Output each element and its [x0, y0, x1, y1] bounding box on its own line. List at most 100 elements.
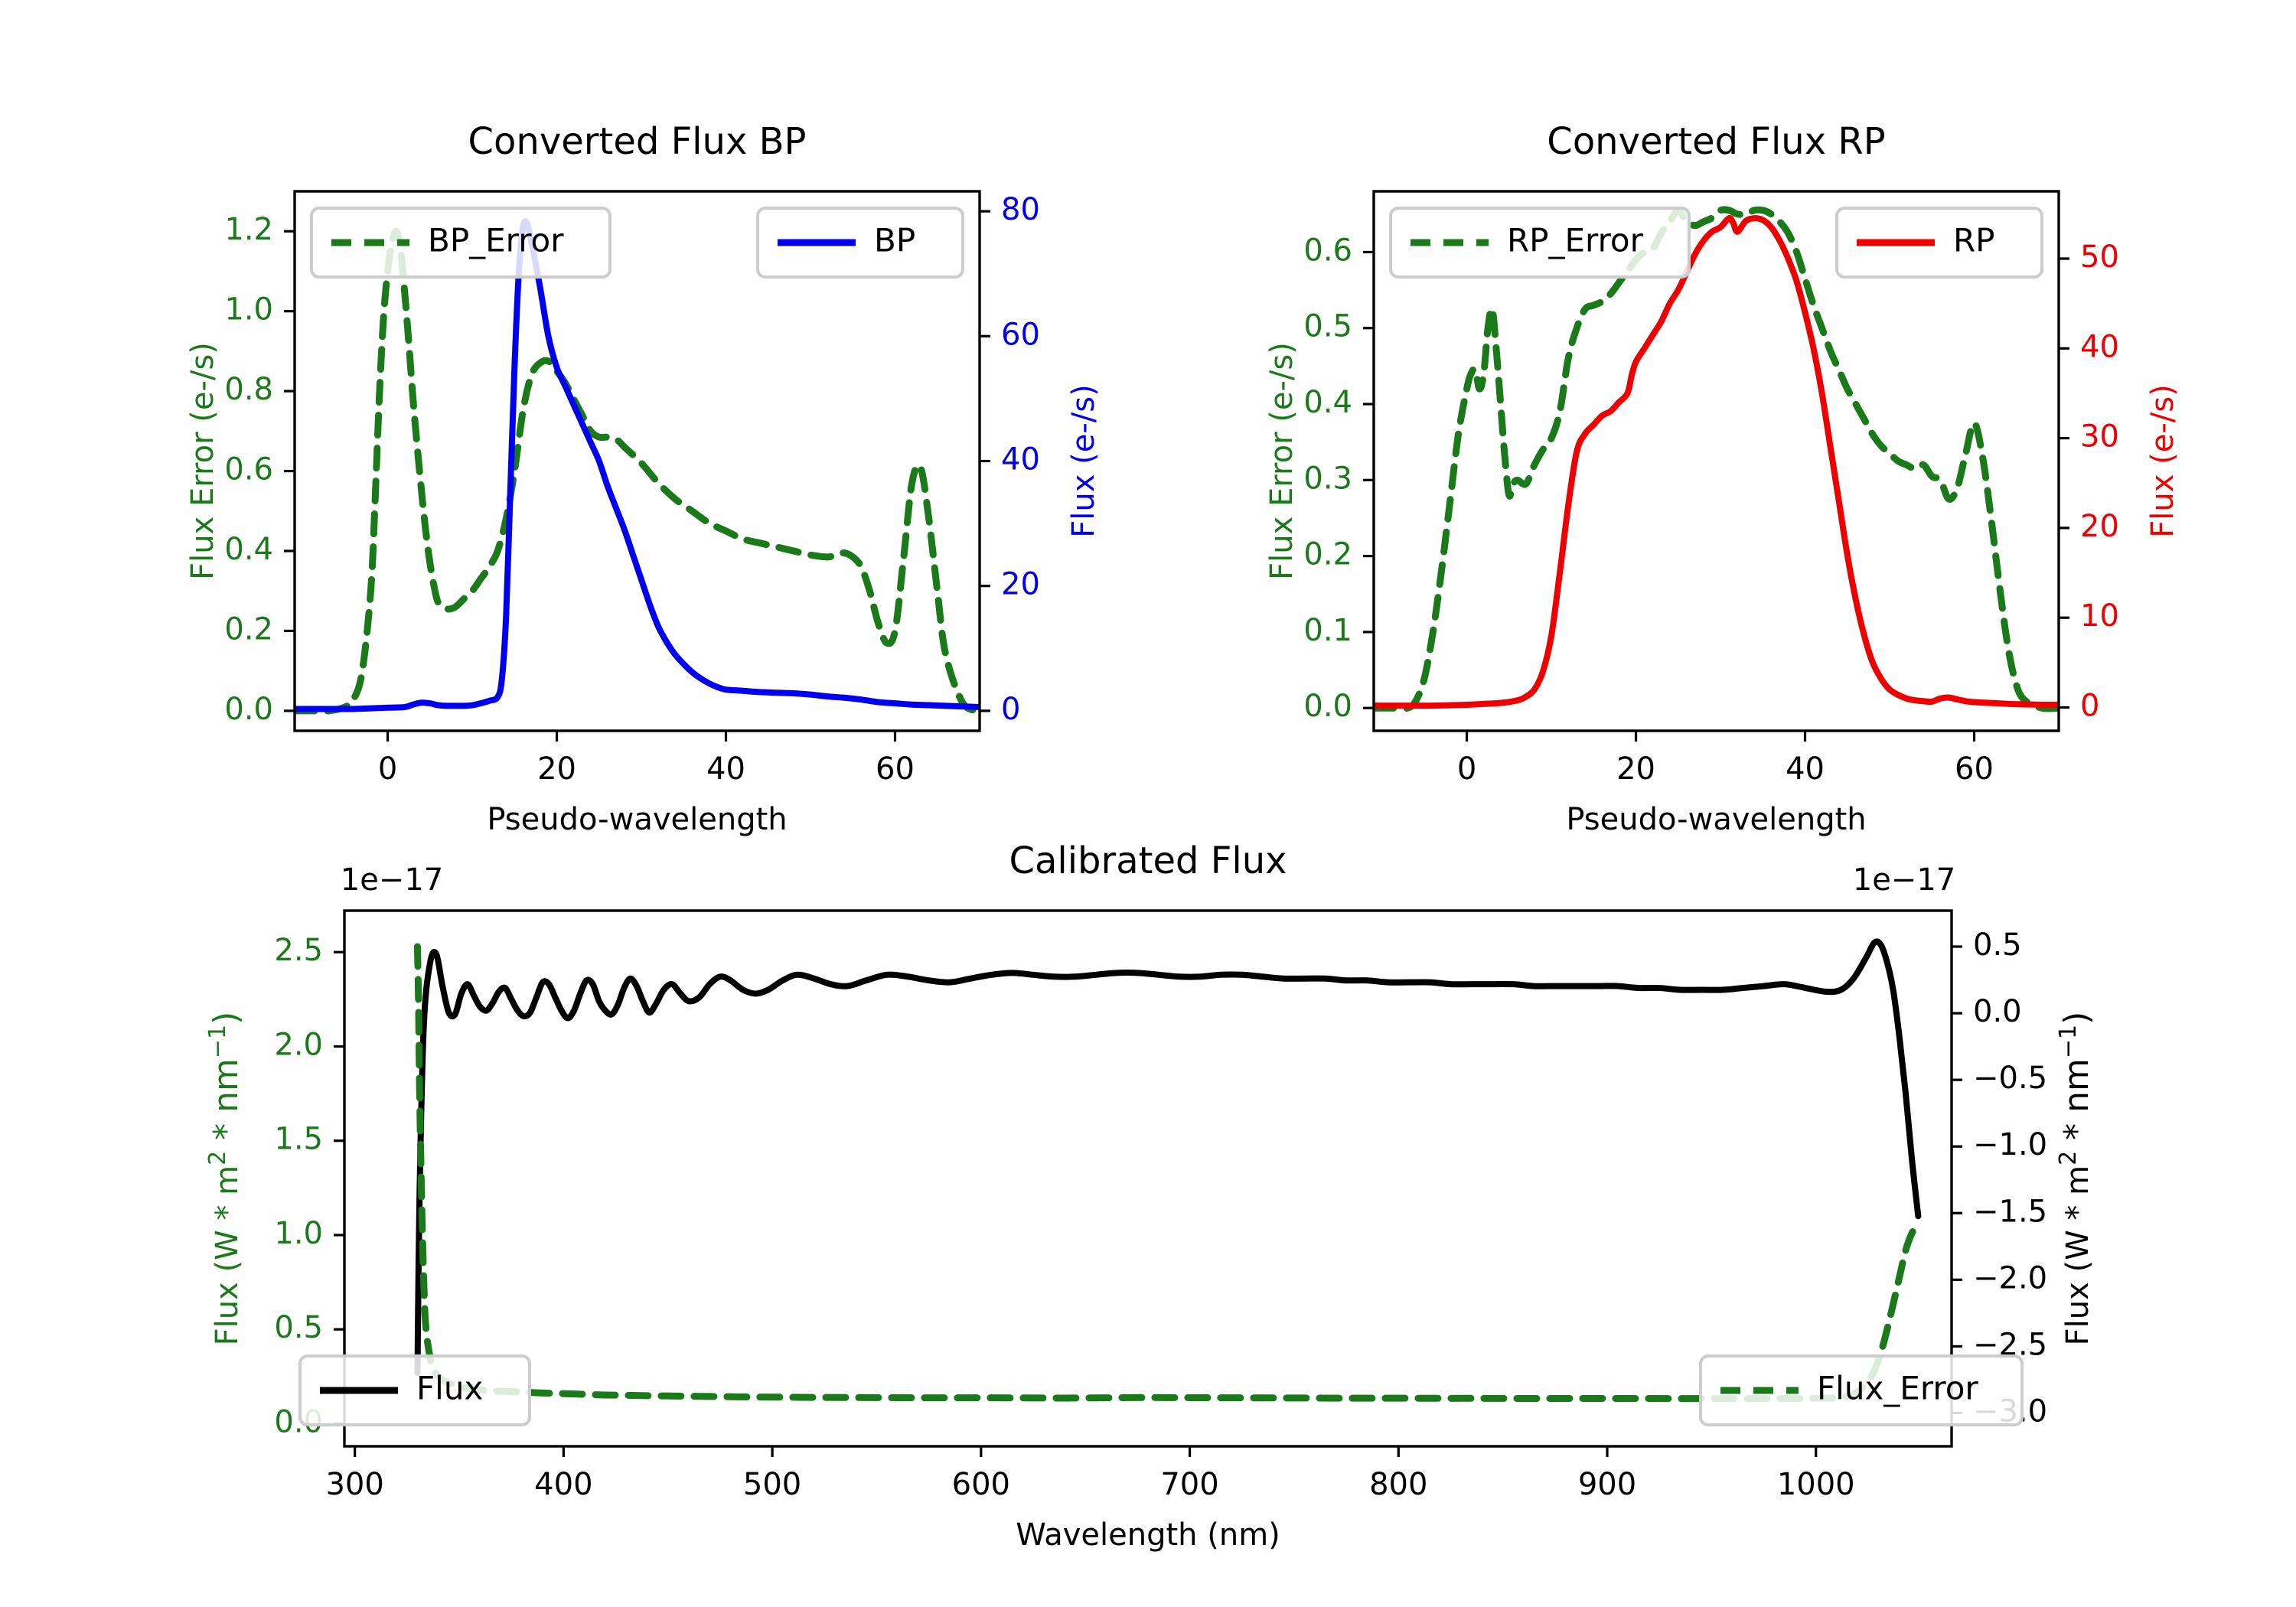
svg-text:0.5: 0.5 [1303, 309, 1352, 344]
svg-text:0.6: 0.6 [224, 452, 273, 487]
svg-text:40: 40 [1001, 442, 1040, 478]
svg-text:0: 0 [2080, 689, 2099, 724]
svg-text:0.1: 0.1 [1303, 613, 1352, 648]
svg-text:400: 400 [534, 1467, 592, 1502]
svg-text:Pseudo-wavelength: Pseudo-wavelength [487, 802, 787, 837]
legend-flux-box [298, 1354, 531, 1426]
svg-text:2.0: 2.0 [274, 1027, 323, 1062]
svg-text:0: 0 [1457, 751, 1476, 787]
svg-text:20: 20 [1616, 751, 1655, 787]
svg-text:2.5: 2.5 [274, 933, 323, 968]
series-rp [1374, 215, 2059, 709]
svg-text:1e−17: 1e−17 [1853, 862, 1955, 898]
legend-bp[interactable]: BP [756, 207, 964, 279]
series-bp [295, 218, 980, 712]
svg-text:0.0: 0.0 [1973, 994, 2022, 1029]
svg-text:Calibrated Flux: Calibrated Flux [1009, 839, 1287, 882]
svg-text:20: 20 [537, 751, 576, 787]
legend-flux-error-box [1699, 1354, 2024, 1426]
svg-text:40: 40 [1786, 751, 1825, 787]
svg-text:500: 500 [743, 1467, 801, 1502]
axes-frame-rp [1372, 190, 2060, 732]
svg-text:Flux Error (e-/s): Flux Error (e-/s) [185, 342, 220, 580]
legend-flux[interactable]: Flux [298, 1354, 531, 1426]
panel-rp: Converted Flux RP 0 20 40 60 Pseudo-wavelengt… [1264, 120, 2180, 837]
legend-flux-label: Flux [416, 1370, 483, 1407]
axis-label-flux: Flux (W * m2 * nm−1) [2055, 1012, 2096, 1346]
legend-rp-box [1835, 207, 2043, 279]
svg-text:700: 700 [1160, 1467, 1218, 1502]
legend-rp-error-box [1389, 207, 1691, 279]
svg-text:−2.0: −2.0 [1973, 1260, 2047, 1296]
svg-text:1.2: 1.2 [224, 212, 273, 247]
series-flux [414, 938, 1922, 1376]
svg-text:600: 600 [952, 1467, 1010, 1502]
svg-text:Converted Flux BP: Converted Flux BP [468, 120, 807, 163]
legend-rp[interactable]: RP [1835, 207, 2043, 279]
svg-text:0.4: 0.4 [1303, 385, 1352, 420]
series-rp_error [1374, 206, 2059, 712]
svg-text:0.5: 0.5 [274, 1310, 323, 1345]
svg-text:1.5: 1.5 [274, 1122, 323, 1157]
svg-text:0.0: 0.0 [224, 692, 273, 727]
svg-text:20: 20 [1001, 567, 1040, 602]
svg-text:30: 30 [2080, 419, 2119, 455]
legend-rp-error[interactable]: RP_Error [1389, 207, 1691, 279]
svg-text:0.2: 0.2 [1303, 537, 1352, 572]
svg-text:900: 900 [1578, 1467, 1636, 1502]
svg-text:Wavelength (nm): Wavelength (nm) [1016, 1517, 1280, 1553]
svg-text:0.3: 0.3 [1303, 461, 1352, 496]
legend-bp-error-box [310, 207, 612, 279]
svg-text:1e−17: 1e−17 [341, 862, 443, 898]
svg-text:60: 60 [876, 751, 915, 787]
svg-text:40: 40 [2080, 329, 2119, 364]
svg-text:1000: 1000 [1777, 1467, 1855, 1502]
curves-rp [1374, 206, 2059, 712]
svg-text:50: 50 [2080, 240, 2119, 275]
svg-text:−0.5: −0.5 [1973, 1061, 2047, 1096]
svg-text:20: 20 [2080, 509, 2119, 544]
svg-text:−1.5: −1.5 [1973, 1194, 2047, 1229]
series-bp_error [295, 227, 980, 715]
curves-bp [295, 218, 980, 715]
panel-cal: Calibrated Flux 300 400 500 600 700 800 900 1000… [204, 839, 2096, 1553]
svg-text:40: 40 [706, 751, 745, 787]
legend-rp-error-label: RP_Error [1507, 222, 1644, 259]
svg-text:Converted Flux RP: Converted Flux RP [1547, 120, 1885, 163]
svg-text:Flux Error (e-/s): Flux Error (e-/s) [1264, 342, 1300, 580]
svg-text:80: 80 [1001, 192, 1040, 227]
legend-flux-error[interactable]: Flux_Error [1699, 1354, 2024, 1426]
svg-text:0.0: 0.0 [1303, 689, 1352, 724]
panel-bp: Converted Flux BP 0 20 40 60 Pseudo-wavelengt… [185, 120, 1101, 837]
svg-text:0.6: 0.6 [1303, 233, 1352, 268]
svg-text:800: 800 [1369, 1467, 1427, 1502]
svg-text:0.5: 0.5 [1973, 927, 2022, 963]
svg-text:0.4: 0.4 [224, 532, 273, 567]
legend-bp-error-label: BP_Error [428, 222, 564, 259]
svg-text:60: 60 [1001, 317, 1040, 352]
svg-text:0: 0 [1001, 692, 1020, 727]
svg-text:Flux (e-/s): Flux (e-/s) [1066, 384, 1101, 537]
svg-text:0.8: 0.8 [224, 372, 273, 407]
svg-text:1.0: 1.0 [274, 1216, 323, 1251]
svg-text:−1.0: −1.0 [1973, 1127, 2047, 1162]
svg-text:300: 300 [325, 1467, 383, 1502]
axes-frame-cal [343, 909, 1953, 1448]
legend-bp-label: BP [874, 222, 915, 259]
svg-text:0.2: 0.2 [224, 611, 273, 647]
svg-text:Flux (e-/s): Flux (e-/s) [2145, 384, 2180, 537]
svg-text:0: 0 [378, 751, 397, 787]
curves-cal [413, 938, 1922, 1403]
legend-bp-error[interactable]: BP_Error [310, 207, 612, 279]
axis-label-flux: Flux (W * m2 * nm−1) [204, 1012, 246, 1346]
svg-text:Pseudo-wavelength: Pseudo-wavelength [1566, 802, 1866, 837]
legend-rp-label: RP [1953, 222, 1995, 259]
svg-text:10: 10 [2080, 598, 2119, 634]
svg-text:60: 60 [1955, 751, 1994, 787]
series-flux_error [413, 943, 1922, 1403]
legend-bp-box [756, 207, 964, 279]
legend-flux-error-label: Flux_Error [1817, 1370, 1978, 1407]
svg-text:1.0: 1.0 [224, 292, 273, 328]
